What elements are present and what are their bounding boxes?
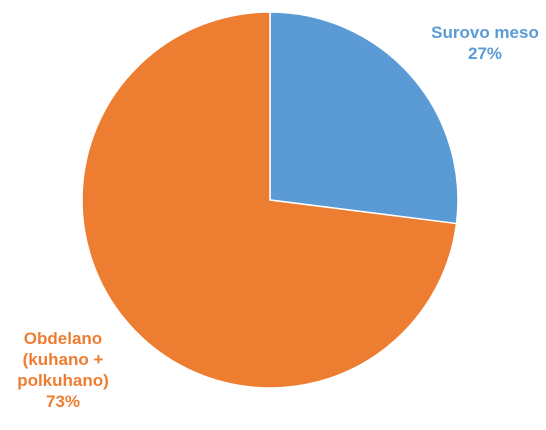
slice-label-obdelano-line-2: (kuhano + (22, 350, 104, 369)
slice-label-obdelano-value: 73% (45, 392, 81, 411)
slice-label-surovo-meso: Surovo meso 27% (420, 22, 546, 64)
pie-slices (81, 11, 459, 389)
pie-slice-surovo-meso (269, 11, 459, 225)
slice-label-obdelano-line-3: polkuhano) (17, 371, 109, 390)
pie-slice-obdelano-kuhano-polkuhano (81, 11, 458, 389)
slice-label-obdelano: Obdelano (kuhano + polkuhano) 73% (0, 328, 126, 412)
slice-label-obdelano-line-1: Obdelano (23, 329, 103, 348)
slice-label-surovo-meso-name: Surovo meso (431, 23, 539, 42)
slice-label-surovo-meso-value: 27% (467, 44, 503, 63)
